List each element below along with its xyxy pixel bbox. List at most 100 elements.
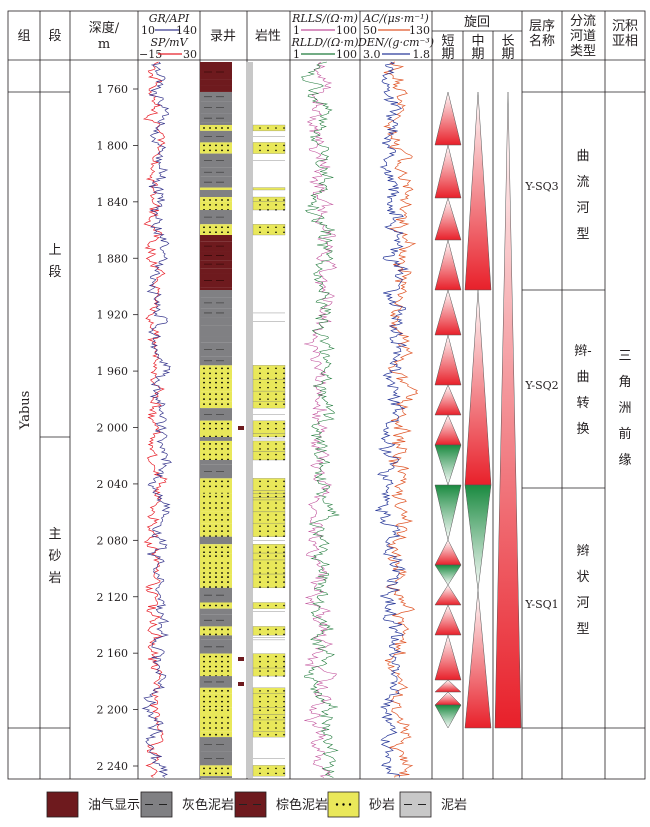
- sand-dot: [267, 722, 269, 724]
- legend-label: 油气显示: [88, 797, 140, 813]
- sand-dot: [209, 495, 211, 498]
- sand-dot: [227, 576, 229, 578]
- sand-dot: [267, 485, 269, 488]
- sand-dot: [215, 576, 217, 578]
- sand-dot: [209, 231, 211, 234]
- sand-dot: [275, 149, 277, 152]
- sand-dot: [283, 149, 285, 152]
- sand-dot: [215, 458, 217, 461]
- sand-dot: [275, 127, 277, 129]
- sand-dot: [203, 689, 205, 692]
- sand-dot: [267, 551, 269, 554]
- sand-dot: [267, 386, 269, 389]
- sand-dot: [227, 525, 229, 528]
- sand-dot: [267, 555, 269, 557]
- header-subfacies: 沉积: [612, 19, 638, 34]
- sand-dot: [283, 722, 285, 724]
- short-cycle-triangle: [434, 691, 462, 706]
- sand-dot: [203, 551, 205, 554]
- channel-type-label: 换: [576, 422, 589, 437]
- sand-dot: [259, 546, 261, 549]
- sand-dot: [275, 767, 277, 770]
- sand-dot: [221, 716, 223, 719]
- sand-dot: [209, 695, 211, 698]
- sand-dot: [267, 507, 269, 509]
- short-cycle-triangle: [434, 564, 462, 586]
- sand-dot: [259, 231, 261, 234]
- sand-dot: [259, 393, 261, 395]
- sand-bed: [200, 720, 232, 732]
- rlld-max: 100: [336, 48, 357, 61]
- sand-dot: [259, 551, 261, 554]
- sand-dot: [227, 535, 229, 538]
- sand-dot: [209, 727, 211, 729]
- subfacies-label: 角: [618, 375, 631, 390]
- sand-dot: [283, 581, 285, 583]
- sand-dot: [275, 386, 277, 389]
- sand-dot: [215, 393, 217, 396]
- gray-bed: [200, 437, 232, 441]
- sand-dot: [215, 581, 217, 583]
- sand-dot: [209, 581, 211, 583]
- sand-bed: [200, 497, 232, 500]
- sand-dot: [259, 495, 261, 498]
- sand-dot: [335, 803, 339, 806]
- sand-dot: [221, 628, 223, 631]
- sandstone-bed: [252, 693, 286, 708]
- depth-tick-label: 2 160: [97, 647, 129, 660]
- sand-dot: [283, 675, 285, 677]
- sand-dot: [283, 127, 285, 129]
- sand-dot: [267, 427, 269, 430]
- member-label: 段: [48, 265, 61, 280]
- sand-dot: [275, 422, 277, 425]
- sand-dot: [215, 722, 217, 724]
- depth-tick-label: 1 960: [97, 365, 129, 378]
- sand-dot: [203, 604, 205, 607]
- sand-dot: [215, 586, 217, 588]
- sand-dot: [203, 581, 205, 583]
- sand-dot: [221, 722, 223, 724]
- short-cycle-triangle: [434, 604, 462, 636]
- sand-dot: [267, 530, 269, 532]
- sand-dot: [267, 576, 269, 578]
- sand-dot: [215, 562, 217, 564]
- sand-bed: [200, 440, 232, 452]
- subfacies-label: 前: [618, 426, 631, 442]
- brown-bed: [200, 91, 232, 92]
- sand-dot: [227, 665, 229, 668]
- short-cycle-triangle: [434, 584, 462, 606]
- sand-dot: [203, 502, 205, 504]
- channel-type-label: 型: [576, 622, 589, 637]
- sand-dot: [221, 458, 223, 461]
- sand-dot: [209, 226, 211, 229]
- sandstone-bed: [252, 401, 286, 409]
- channel-type-label: 辫: [576, 544, 589, 559]
- sand-dot: [283, 727, 285, 729]
- sand-dot: [209, 144, 211, 147]
- sand-dot: [203, 586, 205, 588]
- sand-dot: [259, 485, 261, 488]
- sand-dot: [209, 660, 211, 663]
- sand-dot: [275, 199, 277, 201]
- sand-dot: [227, 633, 229, 636]
- sand-dot: [209, 535, 211, 538]
- sand-dot: [209, 551, 211, 554]
- sand-dot: [203, 199, 205, 201]
- sand-dot: [203, 709, 205, 712]
- sand-bed: [200, 523, 232, 537]
- sand-dot: [203, 458, 205, 461]
- sand-dot: [209, 525, 211, 528]
- sand-dot: [221, 525, 223, 528]
- sand-dot: [221, 485, 223, 488]
- sand-dot: [203, 700, 205, 703]
- sand-dot: [221, 203, 223, 206]
- mudstone-strip: [246, 62, 253, 778]
- brown-bed: [200, 287, 232, 290]
- sand-dot: [215, 372, 217, 375]
- sand-dot: [275, 665, 277, 668]
- sand-dot: [275, 633, 277, 636]
- sand-dot: [275, 209, 277, 211]
- sand-dot: [221, 226, 223, 229]
- sand-dot: [267, 572, 269, 574]
- sand-dot: [221, 727, 223, 729]
